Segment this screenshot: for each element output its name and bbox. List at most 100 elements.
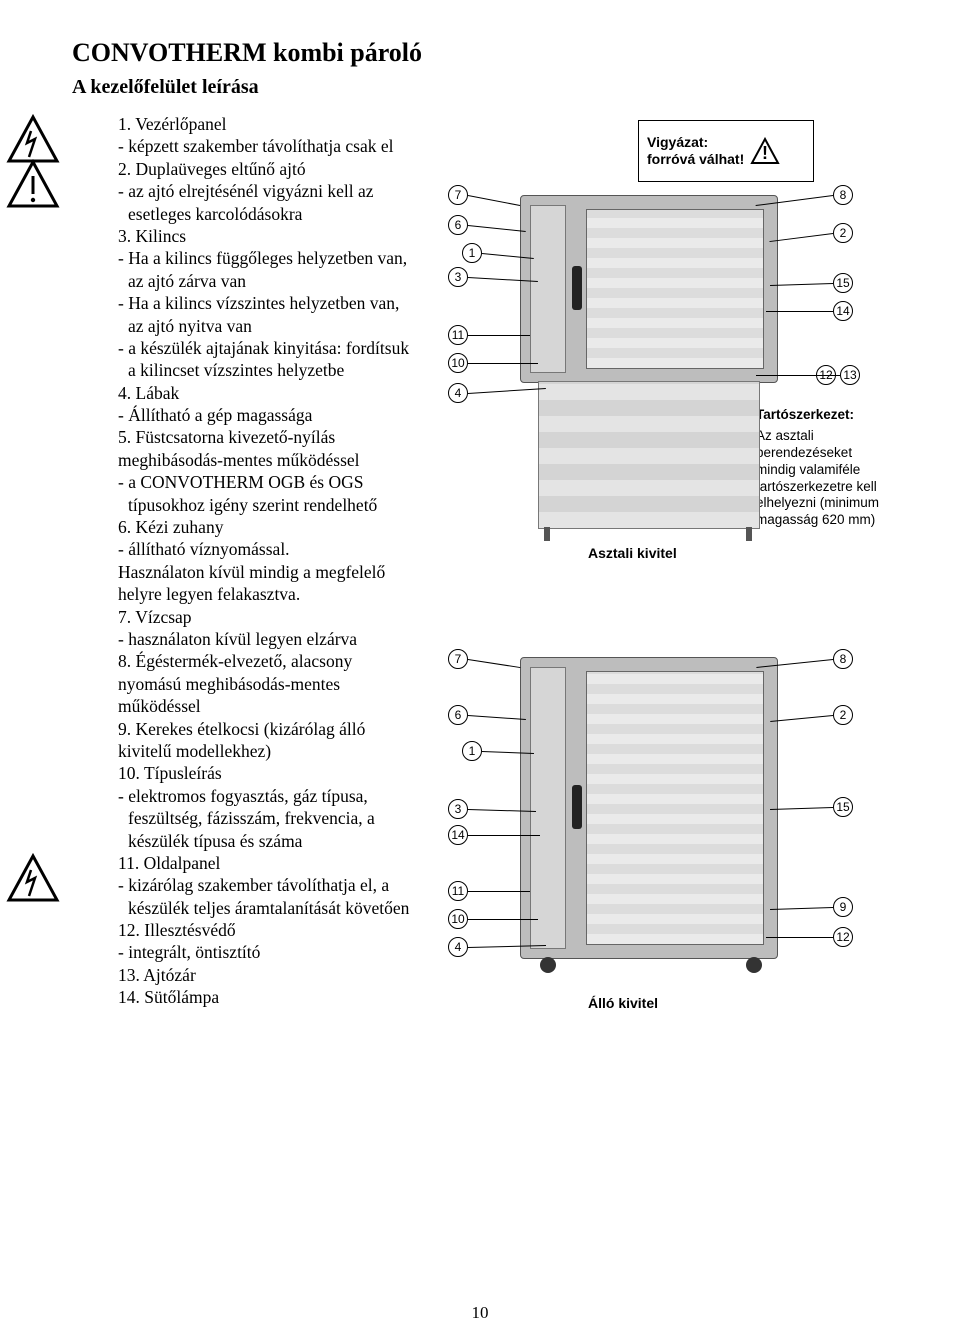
list-item: 7. Vízcsaphasználaton kívül legyen elzár… [118, 606, 410, 651]
item-label: Oldalpanel [144, 853, 221, 873]
oven-stand [538, 381, 760, 529]
callout-4: 4 [448, 383, 468, 403]
item-label: Ajtózár [143, 965, 195, 985]
list-item: 14. Sütőlámpa [118, 986, 410, 1008]
leader-line [468, 335, 530, 336]
description-column: 1. Vezérlőpanelképzett szakember távolít… [72, 113, 410, 1293]
leader-line [468, 659, 520, 668]
list-item: 1. Vezérlőpanelképzett szakember távolít… [118, 113, 410, 158]
callout-12: 12 [833, 927, 853, 947]
leader-line [766, 311, 833, 312]
figure-column: Vigyázat: forróvá válhat! ! Tartószerkez… [438, 113, 888, 1293]
list-item: 9. Kerekes ételkocsi (kizárólag álló kiv… [118, 718, 410, 763]
oven-handle [572, 266, 582, 310]
list-item: 10. Típusleíráselektromos fogyasztás, gá… [118, 762, 410, 852]
leader-line [468, 195, 520, 206]
item-subline: képzett szakember távolíthatja csak el [128, 135, 410, 157]
leader-line [770, 807, 833, 810]
caster-wheel [746, 957, 762, 973]
callout-14: 14 [448, 825, 468, 845]
support-body: Az asztali berendezéseket mindig valamif… [756, 428, 886, 529]
item-label: Égéstermék-elvezető, alacsony nyomású me… [118, 651, 352, 716]
list-item: 11. Oldalpanelkizárólag szakember távolí… [118, 852, 410, 919]
item-number: 14. [118, 987, 144, 1007]
leader-line [468, 919, 538, 920]
item-number: 7. [118, 607, 135, 627]
list-item: 8. Égéstermék-elvezető, alacsony nyomású… [118, 650, 410, 717]
oven-control-panel [530, 205, 566, 373]
support-heading: Tartószerkezet: [756, 407, 886, 424]
item-subline: Állítható a gép magassága [128, 404, 410, 426]
item-subline: Ha a kilincs vízszintes helyzetben van, … [128, 292, 410, 337]
item-label: Sütőlámpa [144, 987, 219, 1007]
item-number: 9. [118, 719, 136, 739]
item-subline: a CONVOTHERM OGB és OGS típusokhoz igény… [128, 471, 410, 516]
item-label: Kézi zuhany [136, 517, 224, 537]
leader-line [468, 388, 546, 394]
callout-15: 15 [833, 797, 853, 817]
oven-handle [572, 785, 582, 829]
warning-box: Vigyázat: forróvá válhat! ! [638, 120, 814, 182]
callout-4: 4 [448, 937, 468, 957]
item-subline: az ajtó elrejtésénél vigyázni kell az es… [128, 180, 410, 225]
item-number: 4. [118, 383, 136, 403]
callout-10: 10 [448, 909, 468, 929]
item-number: 3. [118, 226, 136, 246]
callout-1: 1 [462, 243, 482, 263]
leader-line [770, 233, 833, 242]
item-number: 5. [118, 427, 136, 447]
callout-13: 13 [840, 365, 860, 385]
page-number: 10 [0, 1303, 960, 1323]
support-note: Tartószerkezet: Az asztali berendezéseke… [756, 407, 886, 529]
page-subtitle: A kezelőfelület leírása [72, 76, 888, 99]
stand-leg [544, 527, 550, 541]
item-label: Duplaüveges eltűnő ajtó [136, 159, 306, 179]
item-label: Vezérlőpanel [135, 114, 226, 134]
callout-2: 2 [833, 705, 853, 725]
leader-line [468, 715, 526, 720]
item-label: Típusleírás [144, 763, 222, 783]
callout-3: 3 [448, 799, 468, 819]
list-item: 3. KilincsHa a kilincs függőleges helyze… [118, 225, 410, 382]
figure-caption: Álló kivitel [588, 995, 658, 1011]
item-number: 11. [118, 853, 144, 873]
item-number: 6. [118, 517, 136, 537]
item-number: 13. [118, 965, 143, 985]
callout-10: 10 [448, 353, 468, 373]
item-label: Füstcsatorna kivezető-nyílás meghibásodá… [118, 427, 360, 469]
leader-line [770, 715, 833, 722]
item-number: 1. [118, 114, 135, 134]
callout-9: 9 [833, 897, 853, 917]
callout-7: 7 [448, 649, 468, 669]
svg-text:!: ! [762, 143, 768, 163]
item-label: Lábak [136, 383, 180, 403]
item-number: 8. [118, 651, 136, 671]
callout-7: 7 [448, 185, 468, 205]
oven-door [586, 209, 764, 369]
callout-1: 1 [462, 741, 482, 761]
warning-triangle-icon: ! [750, 137, 780, 165]
page-title: CONVOTHERM kombi pároló [72, 38, 888, 68]
leader-line [770, 907, 833, 910]
electric-hazard-icon [4, 852, 62, 904]
stand-leg [746, 527, 752, 541]
list-item: 2. Duplaüveges eltűnő ajtóaz ajtó elrejt… [118, 158, 410, 225]
leader-line [776, 375, 840, 376]
leader-line [468, 891, 530, 892]
callout-6: 6 [448, 215, 468, 235]
callout-14: 14 [833, 301, 853, 321]
oven-control-panel [530, 667, 566, 949]
item-number: 10. [118, 763, 144, 783]
callout-8: 8 [833, 649, 853, 669]
item-subline: kizárólag szakember távolíthatja el, a k… [128, 874, 410, 919]
callout-11: 11 [448, 881, 468, 901]
item-subline: elektromos fogyasztás, gáz típusa, feszü… [128, 785, 410, 852]
leader-line [770, 283, 833, 286]
item-label: Vízcsap [135, 607, 191, 627]
leader-line [766, 937, 833, 938]
item-label: Illesztésvédő [144, 920, 235, 940]
oven-door [586, 671, 764, 945]
callout-11: 11 [448, 325, 468, 345]
leader-line [468, 363, 538, 364]
item-subline: a készülék ajtajának kinyitása: fordítsu… [128, 337, 410, 382]
